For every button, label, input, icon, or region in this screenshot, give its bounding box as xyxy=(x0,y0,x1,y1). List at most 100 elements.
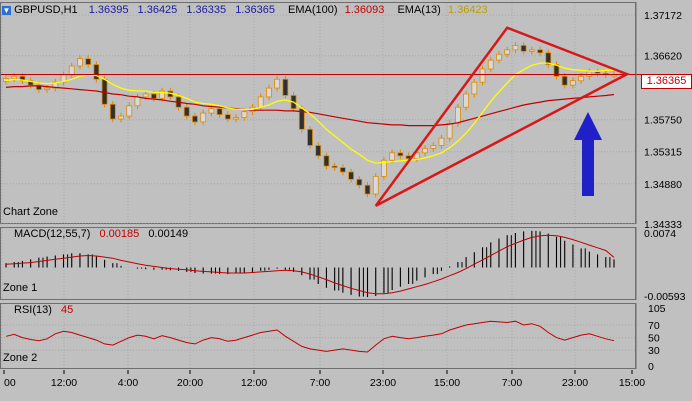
candle-body xyxy=(216,108,223,115)
candle-body xyxy=(487,59,494,70)
candle-body xyxy=(241,111,248,118)
candle-body xyxy=(27,80,34,86)
candle-body xyxy=(159,90,166,99)
y-tick-label: 1.34333 xyxy=(644,219,682,231)
candle-body xyxy=(528,49,535,52)
candle-body xyxy=(11,75,18,79)
macd-main-value: 0.00149 xyxy=(148,228,189,240)
candle-body xyxy=(397,152,404,157)
candle-body xyxy=(52,81,59,89)
candle-body xyxy=(570,80,576,86)
y-tick-label: 1.35750 xyxy=(644,115,682,127)
pane-frame xyxy=(0,227,636,300)
close-value: 1.36365 xyxy=(235,4,275,16)
candle-body xyxy=(381,159,387,177)
x-tick-label: 15:00 xyxy=(434,377,460,389)
candle-body xyxy=(35,84,42,90)
dropdown-arrow-icon[interactable]: ▼ xyxy=(2,5,11,15)
candle-body xyxy=(430,145,437,149)
candle-body xyxy=(504,49,511,55)
candle-body xyxy=(93,64,100,80)
candle-body xyxy=(356,178,363,186)
x-tick-label: 7:00 xyxy=(310,377,331,389)
ema13-label: EMA(13) xyxy=(397,4,441,16)
candle-body xyxy=(44,87,50,90)
x-tick-label: 23:00 xyxy=(370,377,396,389)
pane-frame xyxy=(0,303,636,369)
high-value: 1.36425 xyxy=(137,4,178,16)
ema100-label: EMA(100) xyxy=(288,4,338,16)
rsi-line xyxy=(5,320,615,353)
candle-body xyxy=(512,45,519,51)
candle-body xyxy=(257,96,264,108)
current-price-box: 1.36365 xyxy=(641,74,692,89)
candle-body xyxy=(438,137,445,146)
triangle-pattern xyxy=(374,26,631,207)
candle-body xyxy=(109,103,116,120)
candle-body xyxy=(233,117,239,120)
macd-signal-value: 0.00185 xyxy=(99,228,140,240)
rsi-zone-label: Zone 2 xyxy=(3,352,38,364)
ema100-line xyxy=(5,85,615,127)
y-tick-label: 1.36620 xyxy=(644,51,682,63)
candle-body xyxy=(77,58,83,67)
up-arrow-icon xyxy=(574,112,602,140)
x-tick-label: 12:00 xyxy=(51,377,77,389)
candle-body xyxy=(224,114,231,120)
candle-body xyxy=(578,75,585,82)
candle-body xyxy=(348,171,354,180)
candle-body xyxy=(454,106,461,124)
y-tick-label: 1.35315 xyxy=(644,147,682,159)
x-tick-label: 15:00 xyxy=(619,377,645,389)
x-tick-label: 7:00 xyxy=(502,377,523,389)
x-tick-label: 20:00 xyxy=(177,377,203,389)
candle-body xyxy=(537,49,543,54)
ema100-value: 1.36093 xyxy=(344,4,385,16)
rsi-y-tick: 105 xyxy=(648,303,666,315)
chart-zone-label: Chart Zone xyxy=(3,206,59,218)
candle-body xyxy=(463,93,470,108)
candle-body xyxy=(389,152,396,161)
ema13-line xyxy=(5,62,615,164)
y-tick-label: 1.37172 xyxy=(644,10,682,22)
candle-body xyxy=(545,52,552,65)
candle-body xyxy=(274,78,281,89)
x-tick-label: 12:00 xyxy=(241,377,267,389)
candle-body xyxy=(200,112,207,123)
x-tick-label: 23:00 xyxy=(562,377,588,389)
rsi-y-tick: 50 xyxy=(648,333,660,345)
candle-body xyxy=(446,123,453,139)
candle-body xyxy=(315,145,322,157)
candle-body xyxy=(520,45,527,52)
ema13-value: 1.36423 xyxy=(447,4,488,16)
macd-header: MACD(12,55,7) 0.00185 0.00149 xyxy=(14,228,188,240)
candle-body xyxy=(134,96,141,107)
rsi-y-tick: 0 xyxy=(648,361,654,373)
candle-body xyxy=(364,184,371,195)
candle-body xyxy=(561,75,568,86)
candle-body xyxy=(85,58,92,65)
current-price-label: 1.36365 xyxy=(646,75,687,87)
candle-body xyxy=(68,65,75,76)
candle-body xyxy=(307,128,313,146)
open-value: 1.36395 xyxy=(88,4,129,16)
x-tick-label: 4:00 xyxy=(118,377,139,389)
candle-body xyxy=(183,106,190,117)
candle-body xyxy=(323,155,330,167)
low-value: 1.36335 xyxy=(186,4,227,16)
candle-body xyxy=(208,108,215,114)
candle-body xyxy=(479,68,486,83)
candle-body xyxy=(19,75,26,82)
candle-body xyxy=(266,87,272,98)
macd-y-tick: 0.0074 xyxy=(644,228,676,240)
candle-body xyxy=(471,81,478,95)
macd-label: MACD(12,55,7) xyxy=(14,228,91,240)
macd-zone-label: Zone 1 xyxy=(3,282,38,294)
candle-body xyxy=(192,115,198,123)
rsi-y-tick: 30 xyxy=(648,345,660,357)
candle-body xyxy=(594,71,601,74)
candle-body xyxy=(422,148,428,154)
candle-body xyxy=(150,93,157,99)
